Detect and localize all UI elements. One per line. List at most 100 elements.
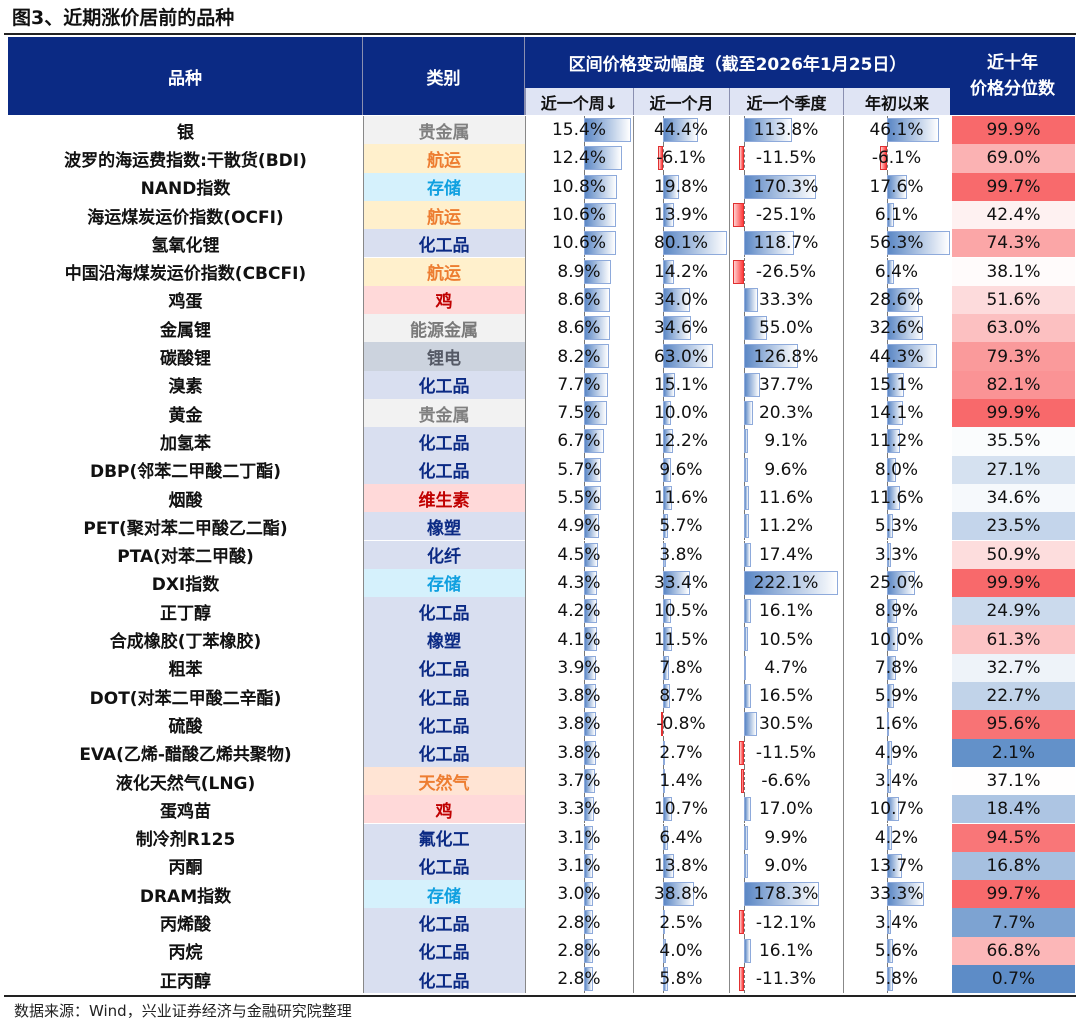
ytd-data-bar [887, 231, 950, 256]
header-ytd: 年初以来 [843, 88, 950, 115]
percentile-value: 42.4% [952, 200, 1075, 230]
month-data-bar [663, 542, 667, 567]
month-change-value: 3.8% [659, 544, 703, 565]
variety-name: 硫酸 [168, 716, 203, 737]
ytd-change-value: 25.0% [869, 572, 924, 593]
variety-name: 液化天然气(LNG) [115, 773, 256, 794]
table-row: 碳酸锂 锂电 8.2% 63.0% 126.8% 44.3% 79.3% [0, 342, 1080, 371]
percentile-value: 74.3% [952, 229, 1075, 258]
month-data-bar [663, 514, 668, 539]
week-change-value: 5.5% [557, 488, 601, 509]
table-row: 金属锂 能源金属 8.6% 34.6% 55.0% 32.6% 63.0% [0, 314, 1080, 343]
month-data-bar [663, 429, 673, 454]
category-label: 天然气 [363, 766, 525, 796]
quarter-data-bar [744, 655, 746, 680]
percentile-value: 35.5% [952, 427, 1075, 456]
column-divider [633, 116, 634, 993]
column-divider [843, 116, 844, 993]
month-change-value: 10.0% [653, 403, 708, 424]
month-change-value: 13.8% [653, 855, 708, 876]
bottom-rule [4, 995, 1076, 997]
variety-name: 烟酸 [168, 490, 203, 511]
quarter-change-value: -11.5% [755, 148, 817, 169]
quarter-change-value: 16.1% [758, 940, 813, 961]
category-label: 化工品 [363, 710, 525, 739]
ytd-data-bar [887, 627, 899, 652]
category-label: 化工品 [363, 427, 525, 456]
ytd-data-bar [887, 542, 891, 567]
table-row: 加氢苯 化工品 6.7% 12.2% 9.1% 11.2% 35.5% [0, 427, 1080, 456]
header-week[interactable]: 近一个周↓ [525, 88, 633, 115]
table-row: 溴素 化工品 7.7% 15.1% 37.7% 15.1% 82.1% [0, 370, 1080, 399]
week-change-value: 8.6% [557, 289, 601, 310]
table-row: PET(聚对苯二甲酸乙二酯) 橡塑 4.9% 5.7% 11.2% 5.3% 23.5% [0, 512, 1080, 541]
quarter-data-bar [744, 514, 749, 539]
header-price-change-group: 区间价格变动幅度（截至2026年1月25日） [525, 37, 950, 88]
quarter-change-value: 37.7% [758, 374, 813, 395]
percentile-value: 99.9% [952, 568, 1075, 598]
quarter-change-value: 55.0% [758, 318, 813, 339]
week-data-bar [584, 514, 599, 539]
week-data-bar [584, 627, 597, 652]
month-change-value: 44.4% [653, 120, 708, 141]
quarter-change-value: 16.5% [758, 686, 813, 707]
category-label: 化工品 [363, 965, 525, 994]
month-change-value: 7.8% [659, 657, 703, 678]
month-data-bar [663, 457, 671, 482]
week-data-bar [584, 853, 594, 878]
variety-name: 丙烯酸 [160, 915, 211, 936]
week-data-bar [584, 967, 593, 991]
week-data-bar [584, 910, 593, 935]
percentile-value: 50.9% [952, 540, 1075, 569]
variety-name: DXI指数 [151, 575, 220, 596]
week-change-value: 15.4% [551, 120, 606, 141]
week-data-bar [584, 938, 593, 963]
month-data-bar [663, 910, 665, 935]
ytd-data-bar [887, 202, 894, 227]
category-label: 氟化工 [363, 823, 525, 852]
table-row: NAND指数 存储 10.8% 19.8% 170.3% 17.6% 99.7% [0, 172, 1080, 201]
month-change-value: 63.0% [653, 346, 708, 367]
category-label: 航运 [363, 144, 525, 173]
week-data-bar [584, 316, 611, 341]
quarter-bar-axis [744, 965, 745, 994]
week-change-value: 3.8% [557, 742, 601, 763]
quarter-change-value: 17.0% [758, 799, 813, 820]
quarter-change-value: 178.3% [753, 884, 819, 905]
quarter-data-bar [744, 344, 798, 369]
ytd-data-bar [887, 825, 892, 850]
month-change-value: 4.0% [659, 940, 703, 961]
percentile-value: 24.9% [952, 597, 1075, 626]
quarter-change-value: 11.6% [758, 488, 813, 509]
quarter-change-value: 9.0% [764, 855, 808, 876]
week-change-value: 2.8% [557, 940, 601, 961]
month-data-bar [663, 655, 670, 680]
header-month: 近一个月 [633, 88, 729, 115]
table-row: 合成橡胶(丁苯橡胶) 橡塑 4.1% 11.5% 10.5% 10.0% 61.3% [0, 625, 1080, 654]
week-data-bar [584, 882, 594, 907]
ytd-change-value: 3.4% [874, 771, 919, 792]
ytd-change-value: 6.1% [874, 205, 919, 226]
week-change-value: 2.8% [557, 969, 601, 990]
quarter-data-bar [739, 146, 744, 171]
week-change-value: 4.3% [557, 572, 601, 593]
month-change-value: 8.7% [659, 686, 703, 707]
week-data-bar [584, 174, 617, 199]
quarter-change-value: 9.9% [764, 827, 808, 848]
ytd-data-bar [887, 372, 904, 397]
column-divider [525, 116, 526, 993]
ytd-data-bar [887, 910, 891, 935]
month-change-value: 12.2% [653, 431, 708, 452]
ytd-change-value: 1.6% [874, 714, 919, 735]
category-label: 化纤 [363, 540, 525, 569]
ytd-data-bar [887, 287, 919, 312]
category-label: 化工品 [363, 229, 525, 258]
ytd-change-value: 3.4% [874, 912, 919, 933]
month-data-bar [663, 485, 673, 510]
table-row: 烟酸 维生素 5.5% 11.6% 11.6% 11.6% 34.6% [0, 483, 1080, 513]
quarter-data-bar [744, 570, 838, 595]
header-quarter: 近一个季度 [729, 88, 843, 115]
variety-name: 粗苯 [168, 660, 203, 681]
category-label: 存储 [363, 880, 525, 909]
variety-name: PTA(对苯二甲酸) [117, 547, 254, 568]
